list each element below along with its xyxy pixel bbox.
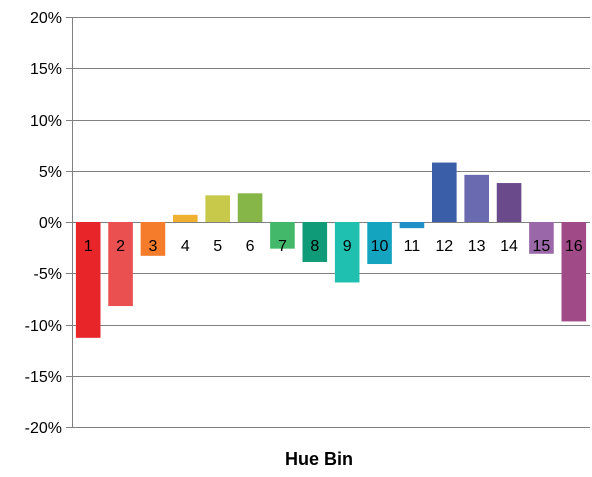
x-tick-label: 6 xyxy=(246,238,255,255)
x-tick-label: 8 xyxy=(310,238,319,255)
bars xyxy=(75,162,587,338)
y-tick-label: 10% xyxy=(30,113,62,130)
x-tick-label: 14 xyxy=(500,238,518,255)
bar-6 xyxy=(237,193,263,222)
x-tick-label: 10 xyxy=(371,238,389,255)
x-tick-label: 3 xyxy=(148,238,157,255)
x-tick-label: 7 xyxy=(278,238,287,255)
y-tick-label: 15% xyxy=(30,61,62,78)
y-tick-label: -10% xyxy=(25,318,62,335)
x-tick-label: 15 xyxy=(533,238,551,255)
bar-10 xyxy=(367,222,392,265)
bar-4 xyxy=(173,214,198,222)
x-tick-label: 4 xyxy=(181,238,190,255)
y-tick-label: -20% xyxy=(25,420,62,437)
y-tick-label: -5% xyxy=(34,266,62,283)
bar-9 xyxy=(334,222,360,283)
bar-2 xyxy=(108,222,133,307)
bar-1 xyxy=(75,222,101,338)
bar-5 xyxy=(205,195,230,222)
y-tick-label: 5% xyxy=(39,164,62,181)
bar-14 xyxy=(496,183,522,222)
bar-3 xyxy=(140,222,166,256)
y-tick-label: 0% xyxy=(39,215,62,232)
y-tick-label: -15% xyxy=(25,369,62,386)
bar-11 xyxy=(399,222,425,229)
bar-15 xyxy=(529,222,554,254)
labels: 20%15%10%5%0%-5%-10%-15%-20%1 2 3 4 5 6 7 8 9 10 1… xyxy=(25,10,583,437)
bar-12 xyxy=(432,162,457,222)
y-tick-label: 20% xyxy=(30,10,62,27)
bar-16 xyxy=(561,222,587,322)
x-tick-label: 5 xyxy=(213,238,222,255)
x-tick-label: 16 xyxy=(565,238,583,255)
bar-7 xyxy=(270,222,295,249)
x-tick-label: 11 xyxy=(404,238,421,255)
x-axis-title: Hue Bin xyxy=(285,449,353,469)
bar-8 xyxy=(302,222,328,262)
x-tick-label: 9 xyxy=(343,238,352,255)
bar-13 xyxy=(464,174,489,222)
x-tick-label: 13 xyxy=(468,238,486,255)
x-tick-label: 1 xyxy=(84,238,93,255)
x-tick-label: 2 xyxy=(116,238,125,255)
x-tick-label: 12 xyxy=(435,238,453,255)
